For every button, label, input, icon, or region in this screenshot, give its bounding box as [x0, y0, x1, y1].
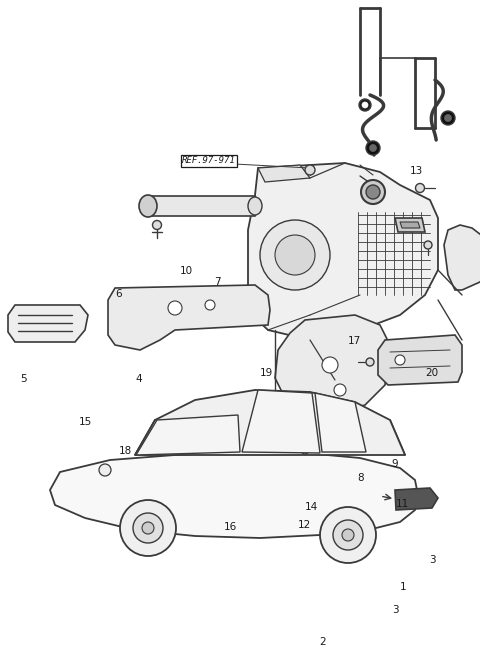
Circle shape [305, 165, 315, 175]
Circle shape [362, 102, 368, 108]
Text: 19: 19 [260, 367, 273, 378]
Circle shape [424, 241, 432, 249]
Circle shape [168, 301, 182, 315]
Polygon shape [444, 225, 480, 290]
Circle shape [416, 184, 424, 192]
Circle shape [275, 235, 315, 275]
Text: 18: 18 [119, 446, 132, 457]
Circle shape [334, 384, 346, 396]
Text: 20: 20 [425, 367, 439, 378]
Text: 10: 10 [180, 266, 193, 276]
Text: 8: 8 [358, 472, 364, 483]
Text: 3: 3 [429, 554, 435, 565]
Ellipse shape [139, 195, 157, 217]
Circle shape [260, 220, 330, 290]
Text: 7: 7 [214, 277, 220, 287]
Text: 5: 5 [20, 374, 26, 384]
Circle shape [301, 446, 309, 454]
Circle shape [366, 358, 374, 366]
Circle shape [361, 180, 385, 204]
Circle shape [153, 220, 161, 230]
Polygon shape [315, 393, 366, 452]
Polygon shape [242, 390, 320, 453]
Circle shape [99, 464, 111, 476]
Circle shape [395, 355, 405, 365]
Polygon shape [8, 305, 88, 342]
Circle shape [333, 520, 363, 550]
Text: 1: 1 [400, 582, 407, 592]
Ellipse shape [248, 197, 262, 215]
Circle shape [444, 115, 452, 121]
Text: 2: 2 [319, 636, 326, 647]
Polygon shape [248, 163, 438, 340]
Text: 17: 17 [348, 336, 361, 346]
Polygon shape [140, 196, 258, 216]
Polygon shape [155, 418, 265, 458]
Circle shape [359, 99, 371, 111]
Text: REF.97-971: REF.97-971 [182, 156, 236, 165]
Circle shape [133, 513, 163, 543]
Circle shape [342, 529, 354, 541]
Circle shape [142, 522, 154, 534]
Polygon shape [400, 222, 420, 228]
Circle shape [441, 111, 455, 125]
Text: 15: 15 [79, 417, 92, 427]
Circle shape [205, 300, 215, 310]
Circle shape [370, 144, 376, 152]
Polygon shape [395, 218, 425, 232]
Polygon shape [108, 285, 270, 350]
Text: 11: 11 [396, 499, 409, 509]
Text: 12: 12 [298, 520, 312, 530]
Text: 13: 13 [410, 165, 423, 176]
Text: 14: 14 [304, 502, 318, 512]
Text: 9: 9 [391, 459, 398, 470]
Polygon shape [378, 335, 462, 385]
Circle shape [322, 357, 338, 373]
Circle shape [320, 507, 376, 563]
Circle shape [366, 185, 380, 199]
Polygon shape [135, 390, 405, 455]
Text: 16: 16 [224, 522, 237, 532]
Polygon shape [275, 315, 390, 412]
Text: 6: 6 [116, 289, 122, 299]
Circle shape [366, 141, 380, 155]
Polygon shape [258, 165, 310, 182]
Polygon shape [136, 415, 240, 455]
Polygon shape [50, 452, 418, 538]
Polygon shape [395, 488, 438, 510]
Text: 3: 3 [392, 605, 399, 615]
Text: 4: 4 [136, 374, 143, 384]
Circle shape [120, 500, 176, 556]
